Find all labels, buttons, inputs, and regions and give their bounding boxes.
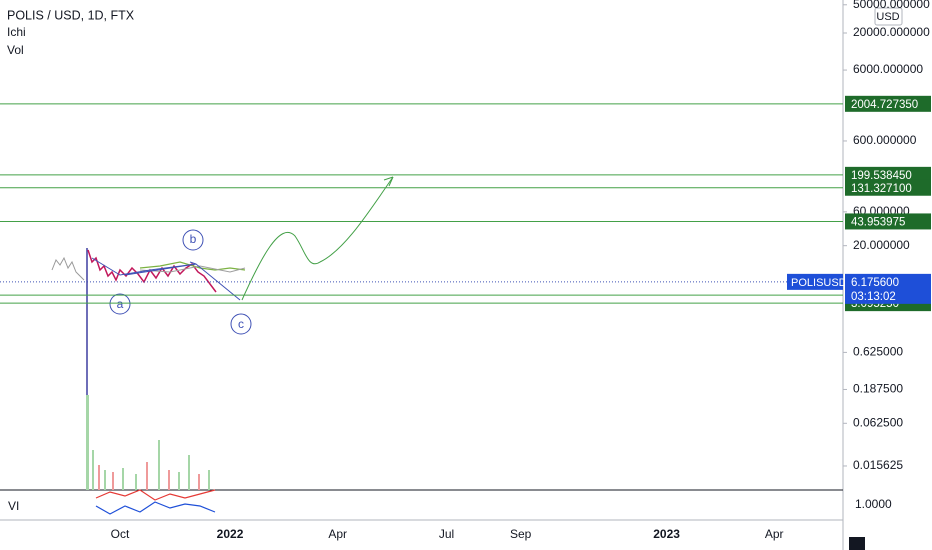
level-box bbox=[845, 95, 931, 112]
y-tick-label: 50000.000000 bbox=[853, 0, 930, 11]
level-box bbox=[845, 166, 931, 183]
symbol-title: POLIS / USD, 1D, FTX bbox=[7, 8, 135, 22]
price-history bbox=[51, 176, 394, 490]
wave-label: c bbox=[238, 317, 244, 331]
wave-label: b bbox=[190, 232, 197, 246]
y-tick-label: 20.000000 bbox=[853, 238, 910, 252]
x-tick-label: 2022 bbox=[217, 527, 244, 541]
vi-lines bbox=[95, 489, 216, 515]
volume-bars bbox=[86, 395, 210, 490]
symbol-box bbox=[787, 273, 843, 290]
indicator-label: Ichi bbox=[7, 25, 26, 39]
currency-label: USD bbox=[876, 11, 899, 23]
x-tick-label: Apr bbox=[328, 527, 347, 541]
level-box bbox=[845, 213, 931, 230]
level-label: 43.953975 bbox=[851, 216, 905, 228]
x-tick-label: Apr bbox=[765, 527, 784, 541]
level-label: 2004.727350 bbox=[851, 99, 918, 111]
y-tick-label: 1.0000 bbox=[855, 497, 892, 511]
y-tick-label: 0.015625 bbox=[853, 458, 903, 472]
level-label: 131.327100 bbox=[851, 183, 912, 195]
level-box bbox=[845, 179, 931, 196]
y-tick-label: 0.625000 bbox=[853, 345, 903, 359]
indicator-label: Vol bbox=[7, 43, 24, 57]
currency-box[interactable] bbox=[874, 7, 903, 26]
level-label: 199.538450 bbox=[851, 170, 912, 182]
y-tick-label: 600.000000 bbox=[853, 133, 917, 147]
symbol-label: POLISUSD bbox=[791, 277, 847, 289]
x-tick-label: 2023 bbox=[653, 527, 680, 541]
y-tick-label: 0.187500 bbox=[853, 382, 903, 396]
settings-icon[interactable] bbox=[849, 537, 865, 550]
x-tick-label: Oct bbox=[111, 527, 130, 541]
wave-label: a bbox=[117, 297, 124, 311]
y-tick-label: 6000.000000 bbox=[853, 62, 923, 76]
y-tick-label: 20000.000000 bbox=[853, 25, 930, 39]
y-tick-label: 0.062500 bbox=[853, 415, 903, 429]
sub-pane-title: VI bbox=[8, 499, 19, 513]
countdown-label: 03:13:02 bbox=[851, 291, 896, 303]
last-price-box bbox=[845, 273, 931, 304]
x-tick-label: Sep bbox=[510, 527, 532, 541]
x-tick-label: Jul bbox=[439, 527, 454, 541]
last-price-label: 6.175600 bbox=[851, 277, 899, 289]
